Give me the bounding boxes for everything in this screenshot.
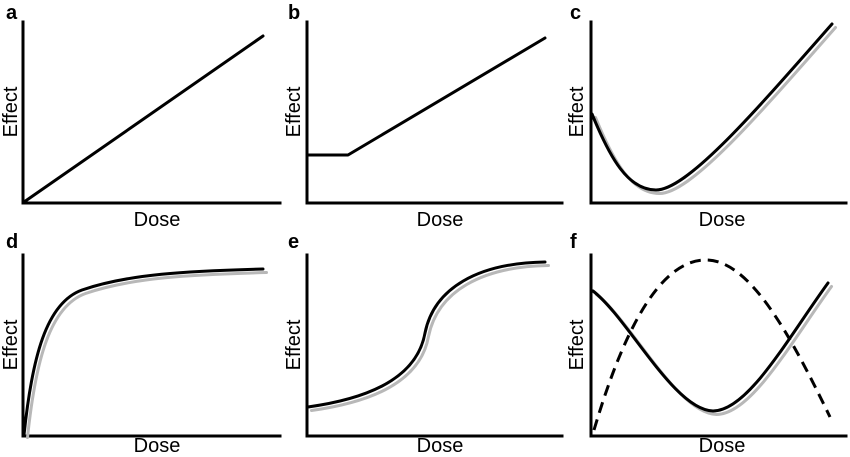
x-axis-label-b: Dose (417, 209, 464, 231)
x-axis-label-c: Dose (699, 209, 746, 231)
saturating-curve (22, 267, 265, 437)
y-axis-label-b: Effect (283, 86, 305, 137)
panel-d: d Effect Dose (0, 231, 282, 457)
y-axis-label-c: Effect (566, 86, 588, 137)
panel-letter-d: d (6, 231, 18, 253)
curve-shadow-c (594, 26, 837, 195)
y-axis-label-f: Effect (566, 319, 588, 370)
panel-a: a Effect Dose (0, 2, 282, 231)
x-axis-label-d: Dose (134, 435, 181, 457)
j-shaped-curve (590, 22, 834, 192)
panel-letter-b: b (288, 2, 300, 24)
u-shaped-curve (591, 281, 830, 413)
panel-f: f Effect Dose (566, 231, 848, 457)
panel-letter-a: a (6, 2, 18, 24)
panel-c: c Effect Dose (566, 2, 848, 231)
curve-shadow-d (26, 271, 268, 439)
sigmoid-curve (306, 260, 547, 409)
panel-letter-c: c (570, 2, 581, 24)
x-axis-label-e: Dose (417, 435, 464, 457)
x-axis-label-f: Dose (699, 435, 746, 457)
panel-letter-f: f (570, 231, 577, 253)
y-axis-label-e: Effect (283, 319, 305, 370)
inverted-u-dashed-curve (592, 258, 832, 431)
x-axis-label-a: Dose (134, 209, 181, 231)
panel-letter-e: e (288, 231, 299, 253)
panel-e: e Effect Dose (283, 231, 564, 457)
panel-b: b Effect Dose (283, 2, 564, 231)
linear-curve (22, 34, 265, 204)
curve-shadow-e (310, 264, 550, 412)
y-axis-label-d: Effect (0, 319, 22, 370)
threshold-curve (306, 36, 547, 157)
y-axis-label-a: Effect (0, 86, 22, 137)
